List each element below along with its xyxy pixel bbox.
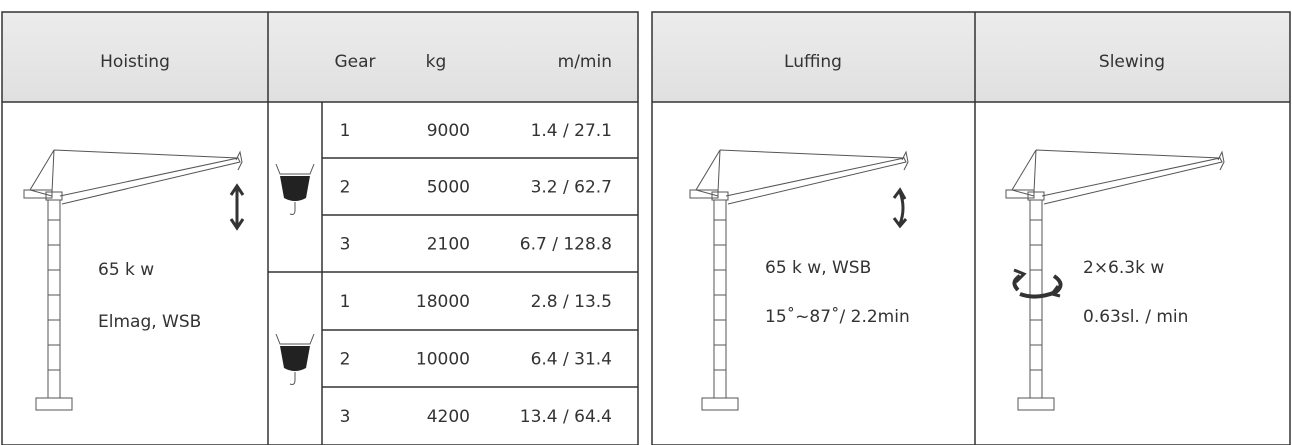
header: Gear xyxy=(334,52,375,72)
luffing-power: 65 k w, WSB xyxy=(765,258,871,278)
arrow xyxy=(231,186,243,228)
hook-icon xyxy=(276,164,314,215)
arrow xyxy=(894,190,906,226)
crane-icon xyxy=(690,150,908,410)
load-kg: 4200 xyxy=(427,407,470,427)
rotation-arrow xyxy=(1014,270,1060,296)
gear: 1 xyxy=(340,292,351,312)
crane-icon xyxy=(24,150,242,410)
gear: 2 xyxy=(340,178,351,198)
header-bg xyxy=(2,12,638,102)
brake: Elmag, WSB xyxy=(98,312,201,332)
speed: 13.4 / 64.4 xyxy=(520,407,612,427)
gear: 1 xyxy=(340,121,351,141)
load-kg: 18000 xyxy=(416,292,470,312)
load-kg: 10000 xyxy=(416,350,470,370)
slewing-power: 2×6.3k w xyxy=(1083,258,1164,278)
load-kg: 2100 xyxy=(427,235,470,255)
header: m/min xyxy=(558,52,612,72)
hook-icon xyxy=(276,334,314,385)
gear: 3 xyxy=(340,407,351,427)
luffing-range: 15˚~87˚/ 2.2min xyxy=(765,306,910,327)
header: Slewing xyxy=(1099,52,1165,72)
speed: 3.2 / 62.7 xyxy=(531,178,612,198)
header: Luffing xyxy=(784,52,842,72)
rows: 1 9000 1.4 / 27.1 2 5000 3.2 / 62.7 3 2100 6.7 /… xyxy=(340,121,612,427)
speed: 1.4 / 27.1 xyxy=(531,121,612,141)
header: kg xyxy=(426,52,447,72)
page: Hoisting Gear kg m/min 65 k w Elmag, WSB… xyxy=(0,0,1292,445)
gear: 3 xyxy=(340,235,351,255)
header-bg xyxy=(652,12,1290,102)
load-kg: 9000 xyxy=(427,121,470,141)
gear: 2 xyxy=(340,350,351,370)
power: 65 k w xyxy=(98,260,154,280)
speed: 6.7 / 128.8 xyxy=(520,235,612,255)
speed: 2.8 / 13.5 xyxy=(531,292,612,312)
slewing-speed: 0.63sl. / min xyxy=(1083,307,1188,327)
speed: 6.4 / 31.4 xyxy=(531,350,612,370)
load-kg: 5000 xyxy=(427,178,470,198)
crane-icon xyxy=(1006,150,1224,410)
header: Hoisting xyxy=(100,52,170,72)
